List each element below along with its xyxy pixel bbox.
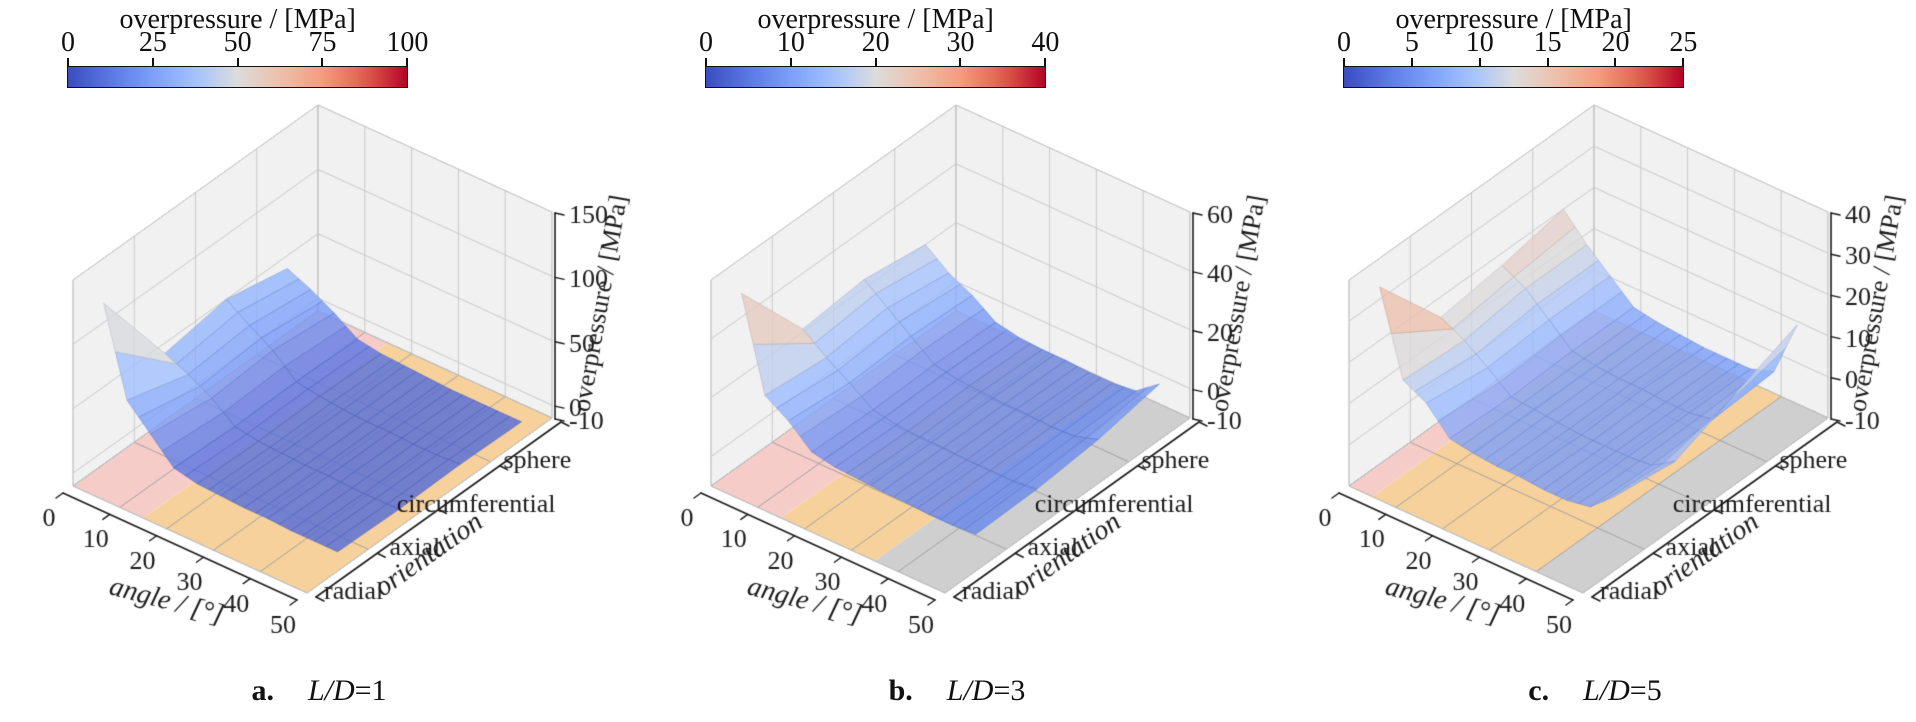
colorbar-tick-mark [1682, 58, 1685, 67]
colorbar-tick-label: 40 [1031, 27, 1060, 58]
colorbar-tick-mark [1044, 58, 1047, 67]
colorbar-tick-label: 100 [386, 27, 429, 58]
panel-b: overpressure / [MPa] 0 10 20 30 40 b. L/D=3 [638, 0, 1276, 722]
caption-c: c. L/D=5 [1276, 674, 1914, 716]
colorbar-tick-mark [704, 58, 707, 67]
colorbar-tick-mark [151, 58, 154, 67]
colorbar-a: overpressure / [MPa] 0 25 50 75 100 [0, 0, 638, 95]
caption-letter: a. [251, 674, 274, 707]
caption-formula-rest: =1 [354, 674, 387, 707]
colorbar-tick-mark [874, 58, 877, 67]
caption-letter: b. [888, 674, 913, 707]
colorbar-gradient: 0 5 10 15 20 25 [1337, 27, 1697, 88]
caption-formula-italic: L/D [946, 674, 994, 707]
colorbar-gradient: 0 25 50 75 100 [61, 27, 428, 88]
caption-b: b. L/D=3 [638, 674, 1276, 716]
surface-plot-canvas-a [0, 95, 638, 680]
colorbar-tick-label: 10 [1465, 27, 1494, 58]
colorbar-title: overpressure / [MPa] [119, 4, 356, 35]
panel-c: overpressure / [MPa] 0 5 10 15 20 25 c. L/D=5 [1276, 0, 1914, 722]
surface-plot-canvas-b [638, 95, 1276, 680]
colorbar-tick-mark [959, 58, 962, 67]
colorbar-tick-label: 20 [861, 27, 890, 58]
caption-formula-rest: =5 [1629, 674, 1662, 707]
colorbar-tick-mark [1546, 58, 1549, 67]
colorbar-tick-label: 10 [776, 27, 805, 58]
colorbar-tick-mark [789, 58, 792, 67]
colorbar-tick-label: 25 [138, 27, 167, 58]
colorbar-tick-label: 0 [1336, 27, 1351, 58]
panel-a: overpressure / [MPa] 0 25 50 75 100 a. L/D=1 [0, 0, 638, 722]
colorbar-tick-mark [1614, 58, 1617, 67]
caption-formula-italic: L/D [307, 674, 355, 707]
colorbar-tick-label: 50 [223, 27, 252, 58]
colorbar-tick-mark [1410, 58, 1413, 67]
caption-formula-rest: =3 [993, 674, 1026, 707]
colorbar-tick-label: 75 [308, 27, 337, 58]
colorbar-b: overpressure / [MPa] 0 10 20 30 40 [638, 0, 1276, 95]
colorbar-tick-label: 15 [1533, 27, 1562, 58]
colorbar-tick-label: 5 [1404, 27, 1419, 58]
caption-formula-italic: L/D [1583, 674, 1630, 707]
colorbar-gradient: 0 10 20 30 40 [699, 27, 1059, 88]
colorbar-tick-mark [236, 58, 239, 67]
colorbar-tick-label: 25 [1669, 27, 1698, 58]
colorbar-c: overpressure / [MPa] 0 5 10 15 20 25 [1276, 0, 1914, 95]
colorbar-tick-mark [1478, 58, 1481, 67]
colorbar-tick-label: 20 [1601, 27, 1630, 58]
caption-a: a. L/D=1 [0, 674, 638, 716]
colorbar-title: overpressure / [MPa] [757, 4, 994, 35]
colorbar-tick-label: 0 [60, 27, 75, 58]
colorbar-tick-mark [406, 58, 409, 67]
caption-letter: c. [1528, 674, 1550, 707]
colorbar-tick-mark [1342, 58, 1345, 67]
colorbar-tick-label: 30 [946, 27, 975, 58]
colorbar-tick-mark [321, 58, 324, 67]
colorbar-tick-label: 0 [698, 27, 713, 58]
colorbar-tick-mark [66, 58, 69, 67]
colorbar-title: overpressure / [MPa] [1395, 4, 1632, 35]
surface-plot-canvas-c [1276, 95, 1914, 680]
